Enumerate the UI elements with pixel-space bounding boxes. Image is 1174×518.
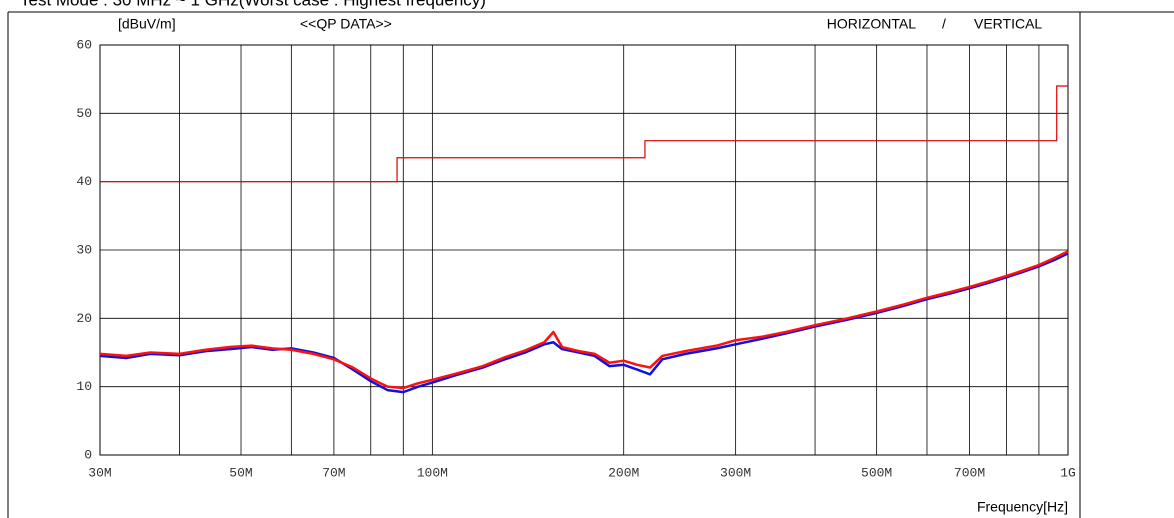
- x-tick-label: 1G: [1060, 465, 1076, 480]
- y-tick-label: 30: [76, 242, 92, 257]
- y-tick-label: 0: [84, 447, 92, 462]
- series-line: [99, 252, 1069, 394]
- legend-entry: HORIZONTAL: [827, 16, 916, 32]
- x-tick-label: 100M: [417, 465, 448, 480]
- page-title: Test Mode : 30 MHz ~ 1 GHz(Worst case : …: [20, 0, 486, 9]
- x-tick-label: 300M: [720, 465, 751, 480]
- x-tick-label: 70M: [322, 465, 345, 480]
- legend-separator: /: [942, 16, 946, 32]
- subtitle: <<QP DATA>>: [300, 16, 392, 32]
- x-tick-label: 500M: [861, 465, 892, 480]
- series-line: [99, 250, 1069, 390]
- y-axis-label: [dBuV/m]: [118, 16, 176, 32]
- y-tick-label: 20: [76, 311, 92, 326]
- x-axis-label: Frequency[Hz]: [977, 499, 1068, 515]
- y-tick-label: 40: [76, 174, 92, 189]
- legend-entry: VERTICAL: [974, 16, 1042, 32]
- limit-line: [100, 85, 1068, 183]
- y-tick-label: 60: [76, 37, 92, 52]
- x-tick-label: 200M: [608, 465, 639, 480]
- y-tick-label: 50: [76, 106, 92, 121]
- x-tick-label: 50M: [229, 465, 252, 480]
- y-tick-label: 10: [76, 379, 92, 394]
- x-tick-label: 700M: [954, 465, 985, 480]
- x-tick-label: 30M: [88, 465, 111, 480]
